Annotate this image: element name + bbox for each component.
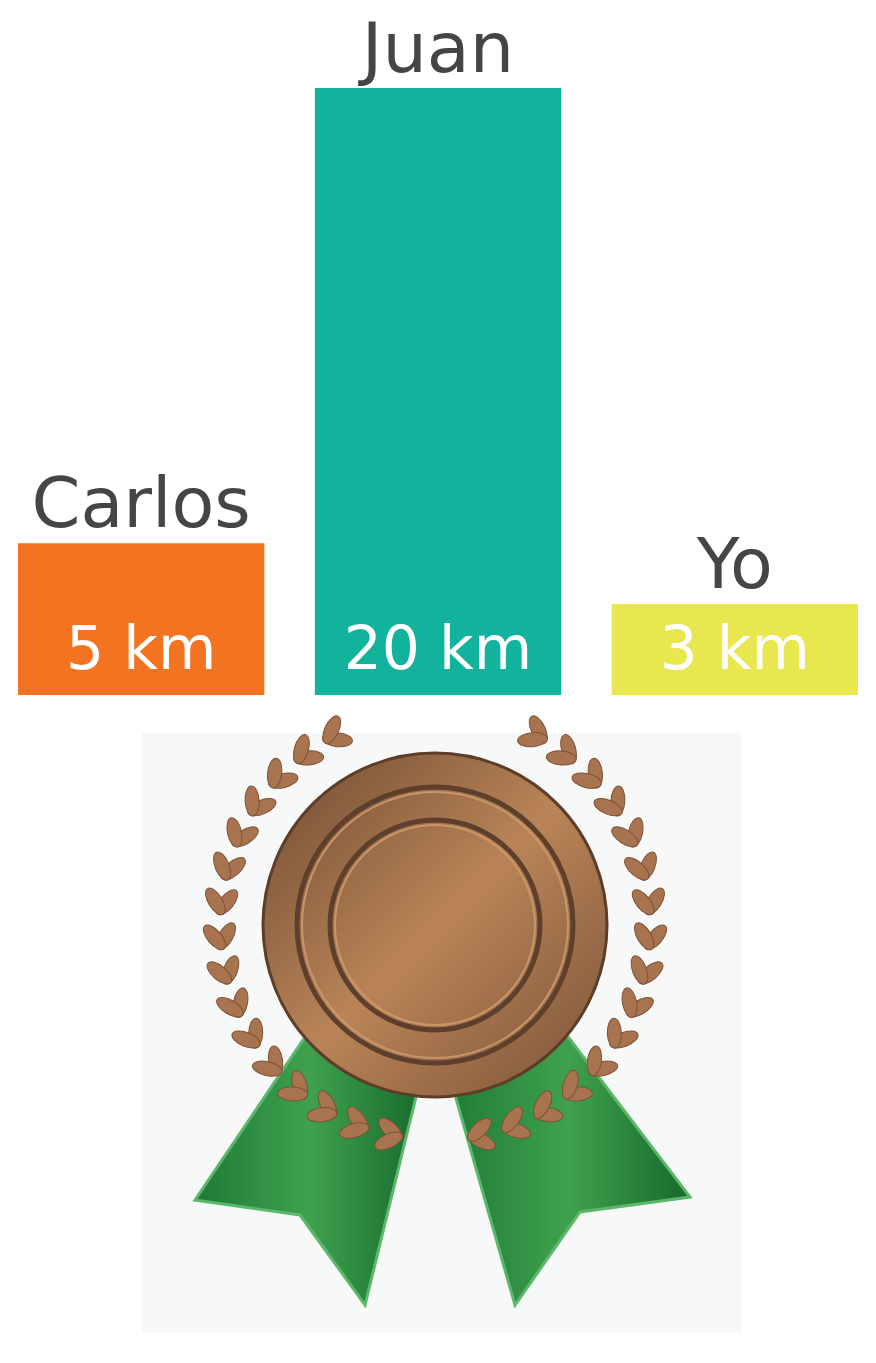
laurel-leaf: [230, 1027, 263, 1051]
laurel-leaf: [609, 823, 642, 851]
data-label: 3 km: [660, 613, 810, 683]
laurel-leaf: [372, 1128, 405, 1153]
bar: [612, 604, 858, 695]
medal-disc: [263, 753, 607, 1097]
laurel-leaf: [224, 816, 244, 848]
medal-background: [142, 733, 742, 1333]
laurel-leaf: [530, 1088, 556, 1121]
medal: [142, 713, 742, 1333]
chart: Carlos Juan Yo 5 km 20 km 3 km: [0, 0, 876, 1363]
data-label: 20 km: [344, 613, 533, 683]
laurel-leaf: [199, 921, 229, 953]
laurel-leaf: [306, 1106, 337, 1123]
laurel-leaf: [210, 850, 234, 883]
labels: Carlos Juan Yo 5 km 20 km 3 km: [32, 7, 811, 683]
laurel-leaf: [291, 733, 313, 766]
category-label: Carlos: [32, 462, 251, 544]
laurel-leaf: [251, 1059, 283, 1079]
laurel-leaf: [244, 786, 260, 817]
laurel-leaf: [202, 885, 229, 918]
medal-ring-highlight: [335, 825, 535, 1025]
laurel-leaf: [592, 795, 625, 820]
laurel-leaf: [628, 954, 652, 987]
laurel-leaf: [559, 1068, 581, 1101]
laurel-leaf: [214, 994, 247, 1021]
laurel-leaf: [621, 854, 653, 884]
laurel-leaf: [464, 1114, 495, 1145]
medal-ring: [330, 820, 540, 1030]
bar: [315, 88, 561, 695]
laurel-leaf: [570, 770, 602, 791]
laurel-leaf: [546, 750, 577, 766]
laurel-leaf: [628, 886, 658, 918]
laurel-leaf: [620, 987, 639, 1019]
laurel-leaf: [585, 1045, 603, 1077]
category-label: Yo: [696, 523, 773, 605]
medal-ring: [297, 787, 573, 1063]
bars: [18, 88, 858, 695]
laurel-leaf: [266, 757, 283, 788]
laurel-leaf: [203, 958, 235, 988]
medal-ring-highlight: [302, 792, 568, 1058]
laurel-leaf: [498, 1103, 527, 1136]
category-label: Juan: [358, 7, 514, 89]
bar: [18, 543, 264, 695]
data-label: 5 km: [66, 613, 216, 683]
laurel-leaf: [338, 1120, 371, 1142]
laurel-leaf: [631, 920, 658, 953]
laurel-leaf: [277, 1086, 308, 1102]
laurel-leaf: [319, 713, 344, 746]
laurel-leaf: [607, 1018, 622, 1048]
laurel-leaf: [517, 731, 548, 748]
